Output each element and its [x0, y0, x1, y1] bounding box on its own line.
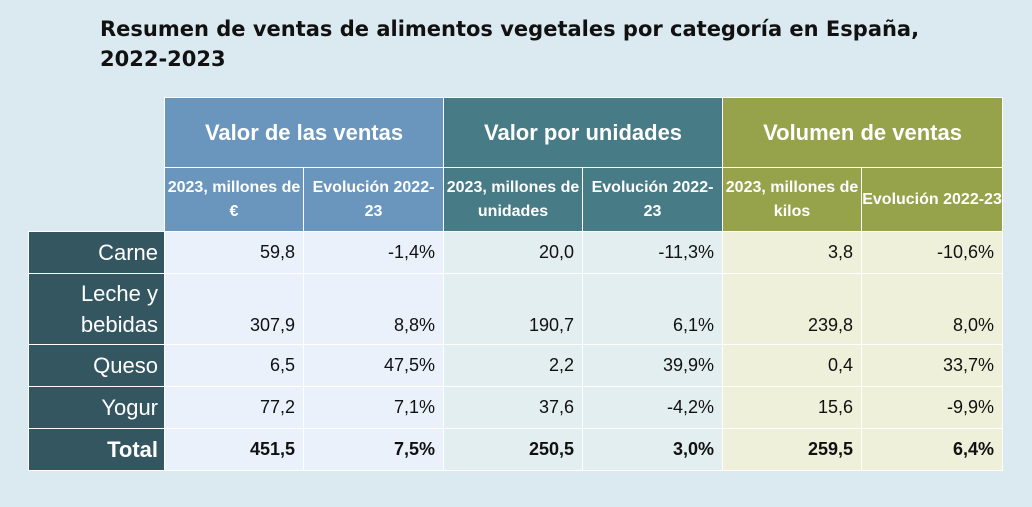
- group-header-valor-ventas: Valor de las ventas: [163, 97, 445, 168]
- row-label: Queso: [28, 344, 165, 387]
- table-cell: 3,0%: [582, 428, 724, 471]
- table-cell: -4,2%: [582, 386, 724, 429]
- table-cell: 20,0: [443, 231, 584, 274]
- table-cell: 6,4%: [861, 428, 1004, 471]
- subheader-g2-evolution: Evolución 2022-23: [582, 167, 724, 232]
- chart-title: Resumen de ventas de alimentos vegetales…: [100, 17, 920, 71]
- table-cell: 239,8: [722, 273, 863, 345]
- table-row: Queso 6,5 47,5% 2,2 39,9% 0,4 33,7%: [28, 344, 1004, 387]
- table-row: Leche y bebidas 307,9 8,8% 190,7 6,1% 239,8 8,…: [28, 273, 1004, 345]
- subheader-g3-evolution: Evolución 2022-23: [861, 167, 1004, 232]
- table-cell: -11,3%: [582, 231, 724, 274]
- table-cell: 39,9%: [582, 344, 724, 387]
- sales-table: Valor de las ventas Valor por unidades V…: [28, 97, 1004, 471]
- row-label: Yogur: [28, 386, 165, 429]
- group-header-volumen-ventas: Volumen de ventas: [722, 97, 1004, 168]
- table-cell: 33,7%: [861, 344, 1004, 387]
- subheader-g2-value: 2023, millones de unidades: [443, 167, 584, 232]
- table-cell: 8,8%: [302, 273, 445, 345]
- row-label: Leche y bebidas: [28, 273, 165, 345]
- table-row: Total 451,5 7,5% 250,5 3,0% 259,5 6,4%: [28, 428, 1004, 471]
- subheader-g3-value: 2023, millones de kilos: [722, 167, 863, 232]
- table-cell: 0,4: [722, 344, 863, 387]
- table-cell: 77,2: [164, 386, 304, 429]
- group-header-valor-unidades: Valor por unidades: [443, 97, 724, 168]
- table-cell: 451,5: [164, 428, 304, 471]
- table-cell: 259,5: [722, 428, 863, 471]
- row-label: Total: [28, 428, 165, 471]
- table-cell: 7,5%: [302, 428, 445, 471]
- table-cell: 190,7: [443, 273, 584, 345]
- table-cell: 8,0%: [861, 273, 1004, 345]
- table-cell: 250,5: [443, 428, 584, 471]
- table-cell: 2,2: [443, 344, 584, 387]
- table-cell: -9,9%: [861, 386, 1004, 429]
- group-header-row: Valor de las ventas Valor por unidades V…: [29, 97, 1004, 168]
- table-cell: -1,4%: [302, 231, 445, 274]
- table-cell: -10,6%: [861, 231, 1004, 274]
- row-label: Carne: [28, 231, 165, 274]
- subheader-row: 2023, millones de € Evolución 2022-23 20…: [29, 167, 1004, 232]
- table-row: Carne 59,8 -1,4% 20,0 -11,3% 3,8 -10,6%: [28, 231, 1004, 274]
- corner-cell: [29, 168, 165, 232]
- subheader-g1-evolution: Evolución 2022-23: [302, 167, 445, 232]
- table-cell: 7,1%: [302, 386, 445, 429]
- corner-cell: [29, 98, 165, 168]
- table-cell: 6,5: [164, 344, 304, 387]
- table-cell: 47,5%: [302, 344, 445, 387]
- table-cell: 37,6: [443, 386, 584, 429]
- table-cell: 3,8: [722, 231, 863, 274]
- subheader-g1-value: 2023, millones de €: [164, 167, 304, 232]
- table-cell: 15,6: [722, 386, 863, 429]
- table-row: Yogur 77,2 7,1% 37,6 -4,2% 15,6 -9,9%: [28, 386, 1004, 429]
- table-cell: 307,9: [164, 273, 304, 345]
- table-cell: 6,1%: [582, 273, 724, 345]
- table-cell: 59,8: [164, 231, 304, 274]
